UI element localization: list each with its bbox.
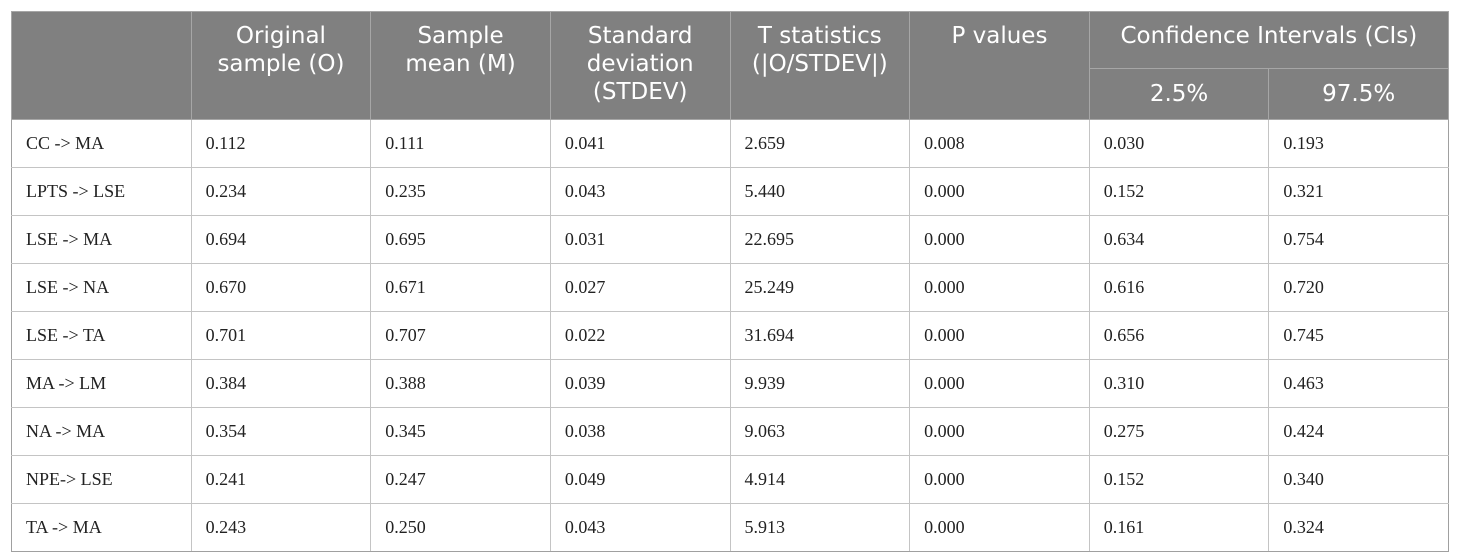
cell: 0.243: [190, 503, 372, 552]
cell: 25.249: [729, 263, 911, 312]
table-row: NPE-> LSE 0.241 0.247 0.049 4.914 0.000 0.152 0…: [11, 455, 1449, 504]
cell: 0.250: [370, 503, 551, 552]
cell: 0.022: [549, 311, 731, 360]
cell: 0.388: [370, 359, 551, 408]
cell: 0.695: [370, 215, 551, 264]
cell: 0.247: [370, 455, 551, 504]
results-table: Original sample (O) Sample mean (M) Standa…: [11, 11, 1450, 552]
cell: 0.112: [190, 119, 372, 168]
cell: 0.039: [549, 359, 731, 408]
cell: 0.616: [1088, 263, 1270, 312]
cell: 0.634: [1088, 215, 1270, 264]
row-label: LSE -> MA: [11, 215, 192, 264]
cell: 4.914: [729, 455, 911, 504]
table-body: CC -> MA 0.112 0.111 0.041 2.659 0.008 0.030 0.…: [11, 119, 1449, 552]
cell: 0.656: [1088, 311, 1270, 360]
table-row: LSE -> MA 0.694 0.695 0.031 22.695 0.000 0.634…: [11, 215, 1449, 264]
row-label: CC -> MA: [11, 119, 192, 168]
cell: 0.000: [909, 359, 1090, 408]
cell: 0.111: [370, 119, 551, 168]
cell: 0.038: [549, 407, 731, 456]
column-header: T statistics (|O/STDEV|): [729, 11, 911, 120]
row-label: TA -> MA: [11, 503, 192, 552]
header-row: 2.5% 97.5%: [12, 67, 1449, 121]
cell: 0.008: [909, 119, 1090, 168]
cell: 0.241: [190, 455, 372, 504]
table-row: MA -> LM 0.384 0.388 0.039 9.939 0.000 0.310 0.…: [11, 359, 1449, 408]
cell: 0.345: [370, 407, 551, 456]
column-header: P values: [909, 11, 1090, 120]
cell: 0.340: [1268, 455, 1449, 504]
cell: 0.043: [549, 167, 731, 216]
row-label: LSE -> NA: [11, 263, 192, 312]
column-header: Sample mean (M): [370, 11, 551, 120]
cell: 0.235: [370, 167, 551, 216]
cell: 5.440: [729, 167, 911, 216]
cell: 0.720: [1268, 263, 1449, 312]
header-row: Original sample (O) Sample mean (M) Standa…: [11, 11, 1450, 120]
cell: 0.041: [549, 119, 731, 168]
row-label: LSE -> TA: [11, 311, 192, 360]
cell: 0.670: [190, 263, 372, 312]
cell: 0.000: [909, 407, 1090, 456]
table-row: TA -> MA 0.243 0.250 0.043 5.913 0.000 0.161 0.…: [11, 503, 1449, 552]
row-label: NA -> MA: [11, 407, 192, 456]
cell: 0.152: [1088, 455, 1270, 504]
table-row: LSE -> TA 0.701 0.707 0.022 31.694 0.000 0.656…: [11, 311, 1449, 360]
cell: 0.000: [909, 503, 1090, 552]
cell: 0.049: [549, 455, 731, 504]
cell: 0.745: [1268, 311, 1449, 360]
table-row: LPTS -> LSE 0.234 0.235 0.043 5.440 0.000 0.15…: [11, 167, 1449, 216]
cell: 0.000: [909, 167, 1090, 216]
cell: 0.701: [190, 311, 372, 360]
row-label: MA -> LM: [11, 359, 192, 408]
cell: 0.354: [190, 407, 372, 456]
cell: 9.063: [729, 407, 911, 456]
table-header: Original sample (O) Sample mean (M) Standa…: [11, 11, 1450, 121]
cell: 0.000: [909, 263, 1090, 312]
cell: 0.152: [1088, 167, 1270, 216]
cell: 0.000: [909, 215, 1090, 264]
row-label: LPTS -> LSE: [11, 167, 192, 216]
cell: 0.310: [1088, 359, 1270, 408]
cell: 0.275: [1088, 407, 1270, 456]
cell: 2.659: [729, 119, 911, 168]
cell: 0.694: [190, 215, 372, 264]
table-row: CC -> MA 0.112 0.111 0.041 2.659 0.008 0.030 0.…: [11, 119, 1449, 168]
cell: 9.939: [729, 359, 911, 408]
cell: 0.707: [370, 311, 551, 360]
cell: 0.754: [1268, 215, 1449, 264]
cell: 0.324: [1268, 503, 1449, 552]
cell: 0.424: [1268, 407, 1449, 456]
cell: 0.027: [549, 263, 731, 312]
cell: 0.000: [909, 455, 1090, 504]
cell: 0.161: [1088, 503, 1270, 552]
cell: 0.671: [370, 263, 551, 312]
group-header: Confidence Intervals (CIs): [1088, 11, 1450, 69]
cell: 0.321: [1268, 167, 1449, 216]
column-header: [11, 11, 192, 120]
table-row: NA -> MA 0.354 0.345 0.038 9.063 0.000 0.275 0.…: [11, 407, 1449, 456]
cell: 0.234: [190, 167, 372, 216]
cell: 0.000: [909, 311, 1090, 360]
cell: 31.694: [729, 311, 911, 360]
cell: 22.695: [729, 215, 911, 264]
cell: 0.030: [1088, 119, 1270, 168]
table-row: LSE -> NA 0.670 0.671 0.027 25.249 0.000 0.616…: [11, 263, 1449, 312]
cell: 0.043: [549, 503, 731, 552]
subcolumn-header: 97.5%: [1268, 67, 1449, 121]
cell: 0.463: [1268, 359, 1449, 408]
subcolumn-header: 2.5%: [1088, 67, 1270, 121]
cell: 0.031: [549, 215, 731, 264]
column-header: Original sample (O): [190, 11, 372, 120]
column-header: Standard deviation (STDEV): [549, 11, 731, 120]
row-label: NPE-> LSE: [11, 455, 192, 504]
cell: 0.193: [1268, 119, 1449, 168]
cell: 5.913: [729, 503, 911, 552]
cell: 0.384: [190, 359, 372, 408]
